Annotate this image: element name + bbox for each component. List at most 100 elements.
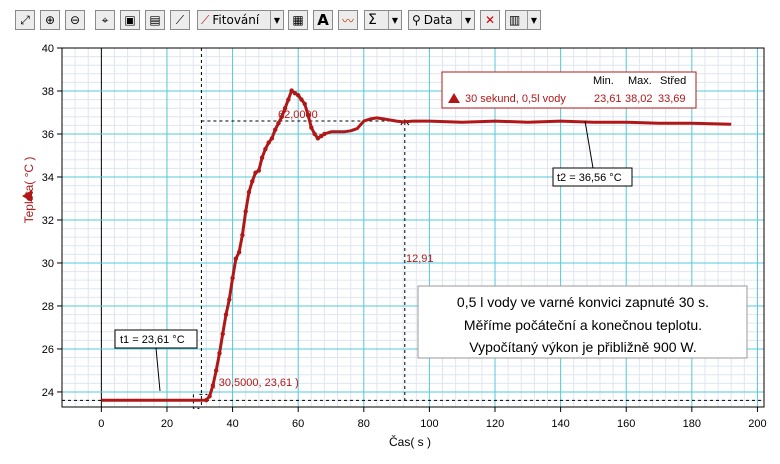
series-point[interactable] (269, 136, 275, 141)
legend-series-marker (448, 93, 460, 103)
t2-callout-text: t2 = 36,56 °C (557, 172, 622, 184)
legend[interactable]: Min. Max. Střed 30 sekund, 0,5l vody 23,… (441, 71, 697, 109)
zoom-out-icon[interactable]: ⊖ (65, 10, 85, 30)
t2-callout-box[interactable] (552, 167, 633, 187)
x-tick-label: 0 (98, 418, 104, 430)
series-point[interactable] (240, 232, 245, 238)
t1-callout-text: t1 = 23,61 °C (120, 334, 185, 346)
series-point[interactable] (309, 125, 314, 130)
note-box[interactable]: 0,5 l vody ve varné konvici zapnuté 30 s… (417, 285, 748, 359)
linear-fit-icon[interactable]: ⟋ (170, 10, 190, 30)
series-point[interactable] (299, 97, 304, 102)
start-point-marker (192, 394, 200, 409)
series-point[interactable] (259, 155, 265, 160)
sigma-dropdown[interactable]: Σ ▼ (364, 10, 402, 30)
y-tick-label: 36 (42, 129, 54, 141)
legend-mean-value: 33,69 (658, 93, 686, 105)
zoom-in-icon[interactable]: ⊕ (40, 10, 60, 30)
x-tick-label: 60 (292, 418, 304, 430)
tangent-icon[interactable]: ▣ (120, 10, 140, 30)
x-tick-label: 120 (486, 418, 504, 430)
series-point[interactable] (305, 112, 311, 117)
y-tick-label: 34 (42, 172, 54, 184)
legend-box (441, 71, 697, 109)
legend-col-max: Max. (628, 75, 652, 87)
font-icon: A (317, 11, 329, 29)
end-point-marker (400, 119, 410, 126)
series-point[interactable] (217, 351, 222, 356)
series-point[interactable] (204, 397, 209, 403)
t1-callout-box[interactable] (114, 329, 198, 349)
text-annotation-button[interactable]: A (313, 10, 333, 30)
x-tick-label: 80 (358, 418, 370, 430)
t1-callout-line (155, 347, 161, 392)
legend-col-mean: Střed (660, 75, 686, 87)
chevron-down-icon: ▼ (460, 11, 474, 29)
series-point[interactable] (286, 97, 291, 102)
series-point[interactable] (318, 133, 324, 139)
series-point[interactable] (220, 331, 225, 337)
x-tick-label: 180 (683, 418, 701, 430)
series-point[interactable] (289, 88, 294, 93)
series-point[interactable] (236, 250, 242, 255)
series-point[interactable] (292, 90, 298, 96)
x-tick-label: 20 (161, 418, 173, 430)
series-point[interactable] (223, 312, 229, 317)
fit-dropdown[interactable]: ⟋ Fitování ▼ (197, 10, 284, 30)
series-point[interactable] (227, 297, 232, 302)
curve-fit-icon[interactable]: 〰 (338, 10, 358, 30)
y-tick-label: 24 (42, 387, 54, 399)
series-point[interactable] (279, 114, 284, 119)
t2-callout-line (584, 120, 594, 169)
series-point[interactable] (312, 131, 317, 137)
y-tick-label: 30 (42, 258, 54, 270)
y-axis-label: Teplota( °C ) (22, 157, 36, 224)
data-dropdown[interactable]: ⚲ Data ▼ (408, 10, 475, 30)
start-point-label: ( 30,5000, 23,61 ) (212, 377, 299, 389)
graph-options-dropdown[interactable]: ▥ ▼ (505, 10, 541, 30)
examine-icon[interactable]: ⌖ (95, 10, 115, 30)
series-point[interactable] (253, 170, 258, 175)
graph-options-icon: ▥ (509, 13, 521, 27)
series-point[interactable] (322, 131, 327, 137)
series-point[interactable] (263, 146, 268, 152)
y-tick-label: 26 (42, 344, 54, 356)
series-point[interactable] (210, 383, 216, 388)
series-point[interactable] (250, 179, 255, 184)
series-point[interactable] (256, 168, 262, 173)
series-point[interactable] (315, 136, 321, 141)
x-tick-label: 100 (420, 418, 438, 430)
series-point[interactable] (273, 127, 278, 132)
x-axis-label: Čas( s ) (389, 434, 431, 449)
fit-icon: ⟋ (201, 12, 210, 27)
x-tick-label: 40 (226, 418, 238, 430)
series-point[interactable] (207, 394, 212, 399)
series-point[interactable] (302, 101, 307, 107)
dx-label: 62,0000 (278, 109, 318, 121)
chevron-down-icon: ▼ (526, 11, 540, 29)
calculator-icon[interactable]: ▦ (288, 10, 308, 30)
note-line-1: 0,5 l vody ve varné konvici zapnuté 30 s… (457, 294, 709, 310)
series-point[interactable] (295, 93, 301, 98)
statistics-icon[interactable]: ▤ (145, 10, 165, 30)
plot-frame (61, 47, 765, 408)
autoscale-icon[interactable]: ⤢ (15, 10, 35, 30)
series-point[interactable] (233, 256, 239, 261)
x-tick-label: 200 (748, 418, 766, 430)
y-tick-label: 28 (42, 301, 54, 313)
series-point[interactable] (243, 209, 248, 214)
sigma-icon: Σ (368, 12, 377, 28)
series-point[interactable] (282, 105, 288, 111)
series-point[interactable] (276, 121, 281, 126)
series-point[interactable] (246, 189, 252, 195)
data-icon: ⚲ (412, 13, 421, 27)
series-point[interactable] (213, 368, 219, 373)
series-point[interactable] (266, 140, 271, 145)
series-point[interactable] (230, 275, 235, 281)
legend-max-value: 38,02 (625, 93, 653, 105)
delete-icon[interactable]: ✕ (480, 10, 500, 30)
toolbar: ⤢ ⊕ ⊖ ⌖ ▣ ▤ ⟋ ⟋ Fitování ▼ ▦ A 〰 Σ ▼ ⚲ D… (0, 0, 780, 36)
fit-label: Fitování (212, 13, 260, 27)
y-tick-label: 40 (42, 43, 54, 55)
